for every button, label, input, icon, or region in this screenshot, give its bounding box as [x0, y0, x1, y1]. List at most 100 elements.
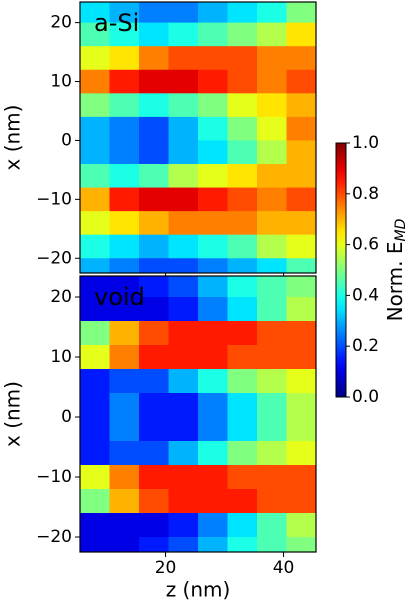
heat-cell	[257, 46, 287, 71]
heat-cell	[80, 537, 110, 552]
colorbar-label-sub: MD	[393, 218, 409, 241]
heat-cell	[227, 417, 258, 442]
heat-cell	[139, 234, 169, 259]
axes-frame	[79, 1, 317, 274]
y-tick-label: −20	[36, 248, 72, 268]
heat-cell	[109, 69, 140, 94]
colorbar-label: Norm. EMD	[383, 218, 410, 321]
heat-cell	[139, 441, 169, 466]
heat-cell	[257, 69, 287, 94]
colorbar-tick-label: 0.0	[352, 387, 379, 407]
heat-cell	[286, 537, 316, 552]
heat-cell	[109, 140, 140, 165]
heat-cell	[257, 393, 287, 418]
heat-cell	[168, 187, 199, 212]
colorbar-tick-label: 0.2	[352, 336, 379, 356]
heat-cell	[109, 22, 140, 47]
heat-cell	[286, 369, 316, 394]
y-tick-label: 20	[50, 13, 72, 33]
heat-cell	[227, 513, 258, 538]
heat-cell	[286, 69, 316, 94]
heat-cell	[109, 164, 140, 189]
heat-cell	[168, 465, 199, 490]
heat-cell	[257, 345, 287, 370]
heat-cell	[286, 417, 316, 442]
heat-cell	[286, 164, 316, 189]
heat-cell	[168, 321, 199, 346]
heat-cell	[257, 22, 287, 47]
heat-cell	[257, 513, 287, 538]
heat-cell	[227, 393, 258, 418]
panel-label: void	[94, 283, 145, 311]
heat-cell	[80, 465, 110, 490]
heat-cell	[109, 46, 140, 71]
colorbar-tick-label: 1.0	[352, 133, 379, 153]
heat-cell	[227, 369, 258, 394]
heat-cell	[139, 393, 169, 418]
heat-cell	[80, 345, 110, 370]
heat-cell	[227, 489, 258, 514]
heat-cell	[257, 116, 287, 141]
heat-cell	[139, 164, 169, 189]
heat-cell	[139, 465, 169, 490]
heat-cell	[139, 140, 169, 165]
heat-cell	[286, 513, 316, 538]
heat-cell	[227, 234, 258, 259]
heat-cell	[257, 537, 287, 552]
heat-cell	[257, 211, 287, 236]
heat-cell	[227, 2, 258, 24]
heat-cell	[109, 211, 140, 236]
heat-cell	[286, 297, 316, 322]
heat-cell	[109, 417, 140, 442]
heat-cell	[80, 164, 110, 189]
y-axis-label: x (nm)	[1, 381, 25, 447]
heat-cell	[198, 537, 228, 552]
heat-cell	[139, 513, 169, 538]
y-tick-label: 0	[61, 130, 72, 150]
heat-cell	[109, 321, 140, 346]
heat-cell	[227, 258, 258, 273]
y-tick-label: 10	[50, 72, 72, 92]
heat-cell	[286, 93, 316, 118]
heat-cell	[227, 441, 258, 466]
axes-frame	[79, 275, 317, 553]
heat-cell	[198, 276, 228, 298]
heat-cell	[198, 234, 228, 259]
heat-cell	[198, 2, 228, 24]
heat-cell	[227, 22, 258, 47]
heat-cell	[227, 69, 258, 94]
heat-cell	[286, 345, 316, 370]
heat-cell	[286, 276, 316, 298]
heat-cell	[168, 22, 199, 47]
heat-cell	[168, 417, 199, 442]
heat-cell	[198, 211, 228, 236]
heat-cell	[198, 393, 228, 418]
heat-cell	[139, 489, 169, 514]
heat-cell	[257, 187, 287, 212]
heat-cell	[80, 2, 110, 24]
heat-cell	[257, 369, 287, 394]
heat-cell	[286, 258, 316, 273]
heatmap	[80, 276, 316, 552]
heat-cell	[80, 187, 110, 212]
heat-cell	[198, 465, 228, 490]
heat-cell	[109, 258, 140, 273]
heat-cell	[227, 321, 258, 346]
colorbar	[335, 142, 347, 398]
heat-cell	[198, 22, 228, 47]
heat-cell	[286, 116, 316, 141]
heat-cell	[198, 489, 228, 514]
heat-cell	[109, 393, 140, 418]
heat-cell	[168, 2, 199, 24]
heat-cell	[109, 234, 140, 259]
heat-cell	[80, 140, 110, 165]
heat-cell	[257, 93, 287, 118]
heat-cell	[227, 465, 258, 490]
heat-cell	[139, 211, 169, 236]
heat-cell	[168, 369, 199, 394]
heat-cell	[139, 116, 169, 141]
heat-cell	[139, 369, 169, 394]
heat-cell	[227, 537, 258, 552]
heat-cell	[168, 393, 199, 418]
y-tick-label: 10	[50, 347, 72, 367]
